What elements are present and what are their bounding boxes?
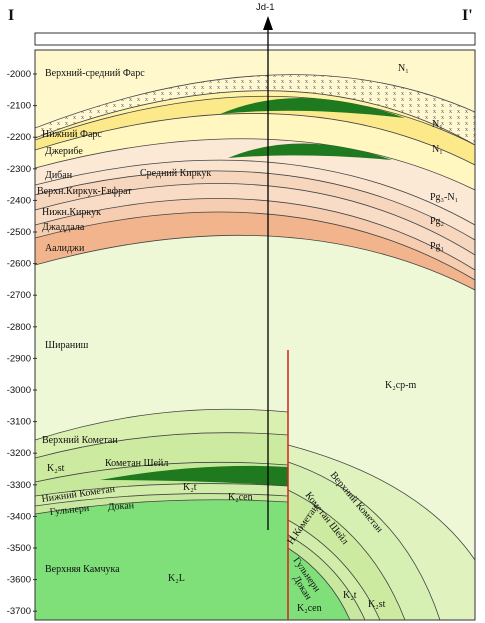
age-labels: N₁ N₁ N₁ Pg₃-N₁ Pg₂ Pg₁ K₂cp-m K₂st K₂t … [47, 63, 458, 614]
age: Pg₁ [430, 241, 444, 252]
formation: Нижний Фарс [42, 129, 102, 140]
age: Pg₂ [430, 216, 444, 227]
age: Pg₃-N₁ [430, 192, 458, 203]
top-bar [34, 32, 476, 46]
formation: Кометан Шейл [105, 458, 168, 469]
age: K₂st [368, 599, 386, 610]
depth-label: -2200 [7, 132, 31, 143]
formation: Шираниш [45, 340, 89, 351]
depth-label: -3100 [7, 417, 31, 428]
depth-label: -2000 [7, 69, 31, 80]
depth-label: -3500 [7, 543, 31, 554]
age: K₂cen [228, 492, 253, 503]
depth-label: -3400 [7, 511, 31, 522]
section-end: I' [462, 7, 473, 24]
well-arrow [263, 16, 273, 30]
age: N₁ [432, 144, 443, 155]
well-label: Jd-1 [256, 2, 274, 13]
age: K₂cen [297, 603, 322, 614]
age: K₂t [183, 482, 197, 493]
age: N₁ [398, 63, 409, 74]
layers [35, 50, 475, 620]
formation: Верхн.Киркук-Евфрат [37, 186, 132, 197]
frame [34, 49, 476, 621]
formation: Джаддала [42, 222, 85, 233]
formation: Нижн.Киркук [42, 207, 101, 218]
formation: Аалиджи [45, 243, 85, 254]
formation: Докан [107, 500, 135, 513]
depth-label: -2800 [7, 322, 31, 333]
depth-label: -2600 [7, 259, 31, 270]
depth-label: -2100 [7, 101, 31, 112]
depth-label: -2900 [7, 353, 31, 364]
depth-label: -3600 [7, 575, 31, 586]
age: K₂L [168, 573, 185, 584]
formation: Средний Киркук [140, 168, 211, 179]
depth-label: -3000 [7, 385, 31, 396]
depth-axis: -2000 -2100 -2200 -2300 -2400 -2500 -2600 -2700… [7, 69, 37, 617]
formation: Верхний-средний Фарс [45, 68, 145, 79]
age: K₂st [47, 463, 65, 474]
depth-label: -2500 [7, 227, 31, 238]
depth-label: -2300 [7, 164, 31, 175]
formation: Джерибе [45, 146, 83, 157]
depth-label: -3200 [7, 448, 31, 459]
age: K₂t [343, 590, 357, 601]
age: K₂cp-m [385, 380, 416, 391]
depth-label: -2400 [7, 195, 31, 206]
depth-label: -2700 [7, 290, 31, 301]
formation: Верхняя Камчука [45, 564, 120, 575]
depth-label: -3300 [7, 480, 31, 491]
depth-label: -3700 [7, 606, 31, 617]
formation: Гульнери [49, 503, 90, 518]
age: N₁ [432, 119, 443, 130]
formation: Дибан [45, 170, 73, 181]
section-start: I [8, 7, 14, 24]
formation: Верхний Кометан [42, 435, 118, 446]
